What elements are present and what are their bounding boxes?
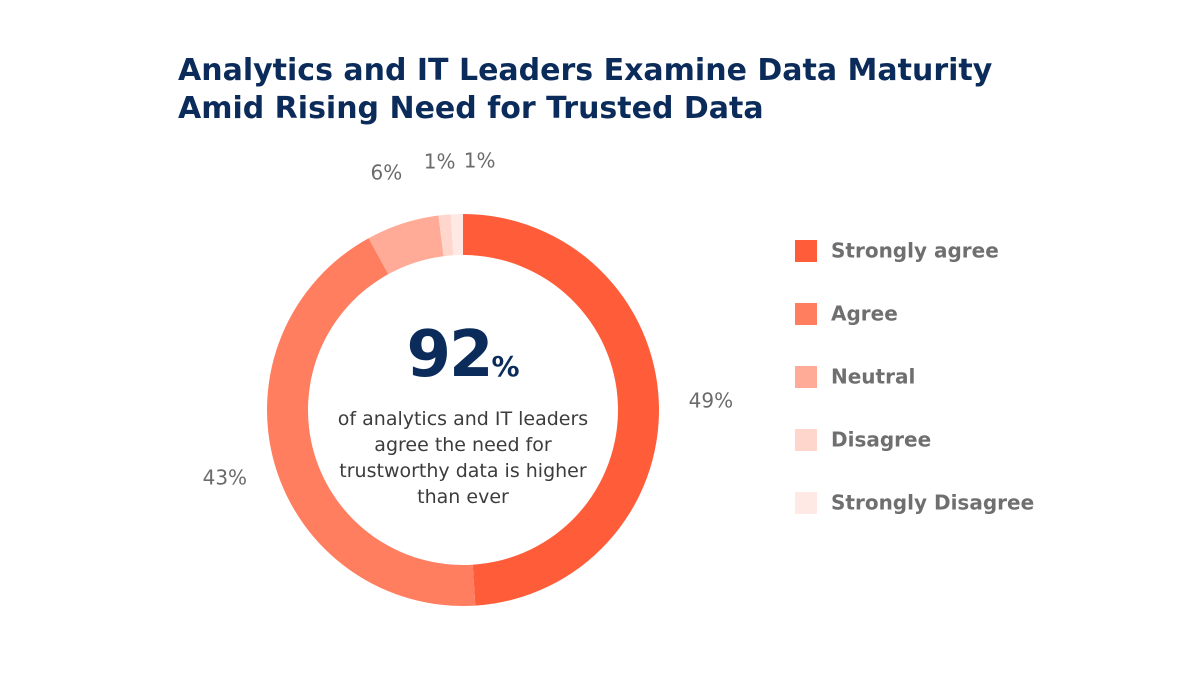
donut-segment [267,238,476,606]
data-label: 1% [424,150,456,174]
legend-swatch [795,240,817,262]
data-label: 49% [689,389,733,413]
legend-label: Strongly Disagree [831,491,1034,515]
center-text: of analytics and IT leaders agree the ne… [337,408,589,508]
center-value: 92 [406,318,493,392]
legend-swatch [795,492,817,514]
donut-segment [438,214,454,257]
legend-swatch [795,303,817,325]
data-label: 1% [464,149,496,173]
center-annotation: 92% of analytics and IT leaders agree th… [333,320,593,510]
chart-title: Analytics and IT Leaders Examine Data Ma… [178,53,993,126]
donut-segment [463,214,659,606]
legend-label: Neutral [831,365,915,389]
center-figure: 92% [333,320,593,402]
legend-swatch [795,429,817,451]
donut-segment [368,215,444,275]
data-label: 6% [370,161,402,185]
legend-label: Agree [831,302,898,326]
data-label: 43% [203,466,247,490]
legend-swatch [795,366,817,388]
donut-segment [450,214,463,256]
center-unit: % [491,350,520,383]
legend-label: Strongly agree [831,239,999,263]
legend-label: Disagree [831,428,931,452]
